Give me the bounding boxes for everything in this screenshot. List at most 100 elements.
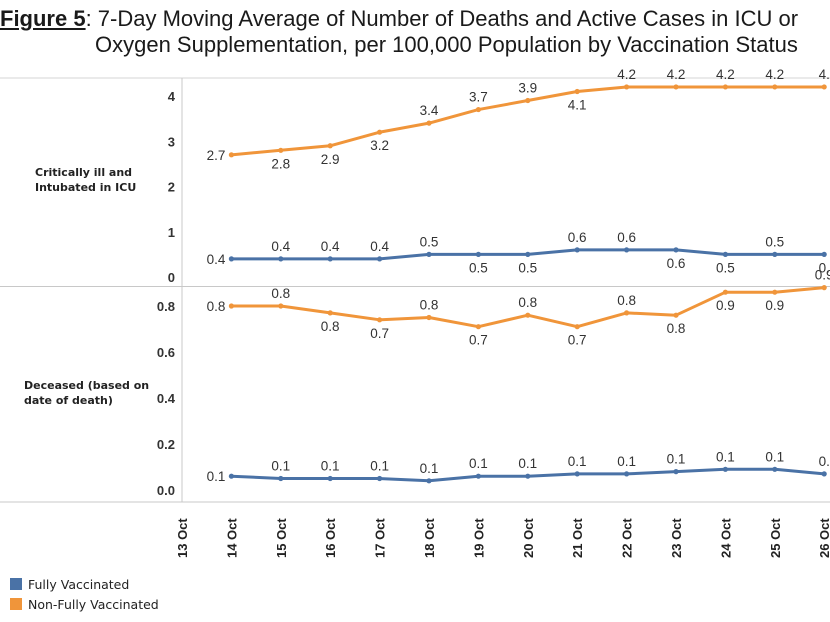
data-point	[377, 256, 383, 262]
data-label: 0.1	[716, 449, 735, 464]
data-label: 0.6	[617, 230, 636, 245]
legend-item-nonfully: Non-Fully Vaccinated	[10, 594, 159, 614]
legend-item-fully: Fully Vaccinated	[10, 574, 159, 594]
x-tick-label: 25 Oct	[768, 518, 783, 558]
data-label: 0.7	[568, 333, 587, 348]
y-tick-label: 3	[168, 134, 175, 149]
data-label: 4.2	[617, 67, 636, 82]
data-point	[722, 251, 729, 257]
panel-label: Deceased (based on	[24, 379, 149, 392]
data-label: 0.8	[271, 286, 290, 301]
data-label: 0.5	[518, 260, 537, 275]
data-label: 0.	[819, 454, 830, 469]
data-label: 0.9	[815, 268, 830, 283]
data-label: 0.1	[469, 456, 488, 471]
y-tick-label: 0.6	[157, 345, 175, 360]
data-point	[278, 475, 284, 482]
x-tick-label: 19 Oct	[471, 518, 486, 558]
series-line	[231, 85, 825, 157]
data-point	[377, 475, 383, 482]
panel-label: Critically ill and	[35, 166, 132, 179]
data-label: 0.1	[207, 469, 226, 484]
y-tick-label: 0.4	[157, 391, 176, 406]
data-point	[821, 84, 827, 90]
data-label: 2.7	[207, 148, 226, 163]
data-point	[475, 106, 481, 113]
data-point	[377, 129, 383, 135]
data-label: 3.4	[420, 103, 439, 118]
data-point	[722, 84, 729, 90]
data-label: 0.7	[469, 333, 488, 348]
data-point	[228, 473, 234, 479]
data-label: 0.8	[321, 319, 340, 334]
data-point	[327, 310, 333, 316]
data-point	[426, 251, 432, 257]
x-tick-label: 24 Oct	[718, 518, 733, 558]
x-tick-label: 17 Oct	[373, 518, 388, 558]
y-tick-label: 2	[168, 180, 175, 195]
data-point	[772, 251, 778, 257]
y-tick-label: 0.2	[157, 437, 175, 452]
data-point	[426, 120, 432, 126]
data-label: 0.8	[518, 295, 537, 310]
data-point	[624, 310, 630, 316]
y-tick-label: 1	[168, 225, 175, 240]
data-point	[475, 473, 481, 479]
legend-swatch-nonfully	[10, 598, 22, 610]
legend: Fully Vaccinated Non-Fully Vaccinated	[10, 574, 159, 614]
legend-label-nonfully: Non-Fully Vaccinated	[28, 596, 159, 612]
x-tick-label: 18 Oct	[422, 518, 437, 558]
data-point	[673, 247, 679, 253]
data-point	[574, 247, 580, 253]
data-label: 0.	[819, 260, 830, 275]
data-point	[673, 469, 679, 475]
data-label: 0.1	[420, 461, 439, 476]
x-tick-label: 20 Oct	[521, 518, 536, 558]
x-tick-label: 21 Oct	[570, 518, 585, 558]
x-tick-label: 16 Oct	[323, 518, 338, 558]
data-point	[327, 143, 333, 149]
data-label: 0.7	[370, 326, 389, 341]
data-point	[278, 147, 284, 153]
data-label: 4.2	[667, 67, 686, 82]
legend-swatch-fully	[10, 578, 22, 590]
data-point	[525, 251, 531, 257]
data-point	[772, 466, 778, 472]
data-label: 0.1	[271, 459, 290, 474]
data-point	[278, 303, 284, 309]
data-label: 0.4	[370, 239, 389, 254]
data-point	[821, 251, 827, 257]
data-point	[426, 314, 432, 321]
data-point	[426, 478, 432, 484]
x-tick-label: 14 Oct	[224, 518, 239, 558]
panel-label: Intubated in ICU	[35, 181, 136, 194]
figure-title: Figure 5: 7-Day Moving Average of Number…	[0, 6, 830, 58]
figure-label: Figure 5	[0, 6, 86, 31]
data-label: 0.1	[518, 456, 537, 471]
data-label: 0.8	[667, 321, 686, 336]
y-tick-label: 0.8	[157, 299, 175, 314]
panel-label: date of death)	[24, 394, 113, 407]
data-label: 0.4	[271, 239, 290, 254]
data-label: 0.6	[667, 256, 686, 271]
data-point	[278, 256, 284, 262]
data-point	[327, 256, 333, 262]
x-tick-label: 26 Oct	[817, 518, 830, 558]
data-point	[574, 324, 580, 330]
data-point	[475, 324, 481, 330]
data-label: 0.4	[207, 252, 226, 267]
data-point	[574, 471, 580, 477]
data-label: 0.1	[667, 452, 686, 467]
data-label: 0.9	[765, 298, 784, 313]
legend-label-fully: Fully Vaccinated	[28, 576, 130, 592]
data-label: 0.5	[469, 260, 488, 275]
y-tick-label: 4	[168, 89, 176, 104]
data-point	[574, 88, 580, 95]
data-label: 4.1	[568, 97, 587, 112]
data-label: 4.2	[716, 67, 735, 82]
y-tick-label: 0	[168, 270, 175, 285]
data-label: 2.8	[271, 156, 290, 171]
x-tick-label: 13 Oct	[175, 518, 190, 558]
title-line-2: Oxygen Supplementation, per 100,000 Popu…	[95, 32, 798, 57]
data-label: 0.4	[321, 239, 340, 254]
